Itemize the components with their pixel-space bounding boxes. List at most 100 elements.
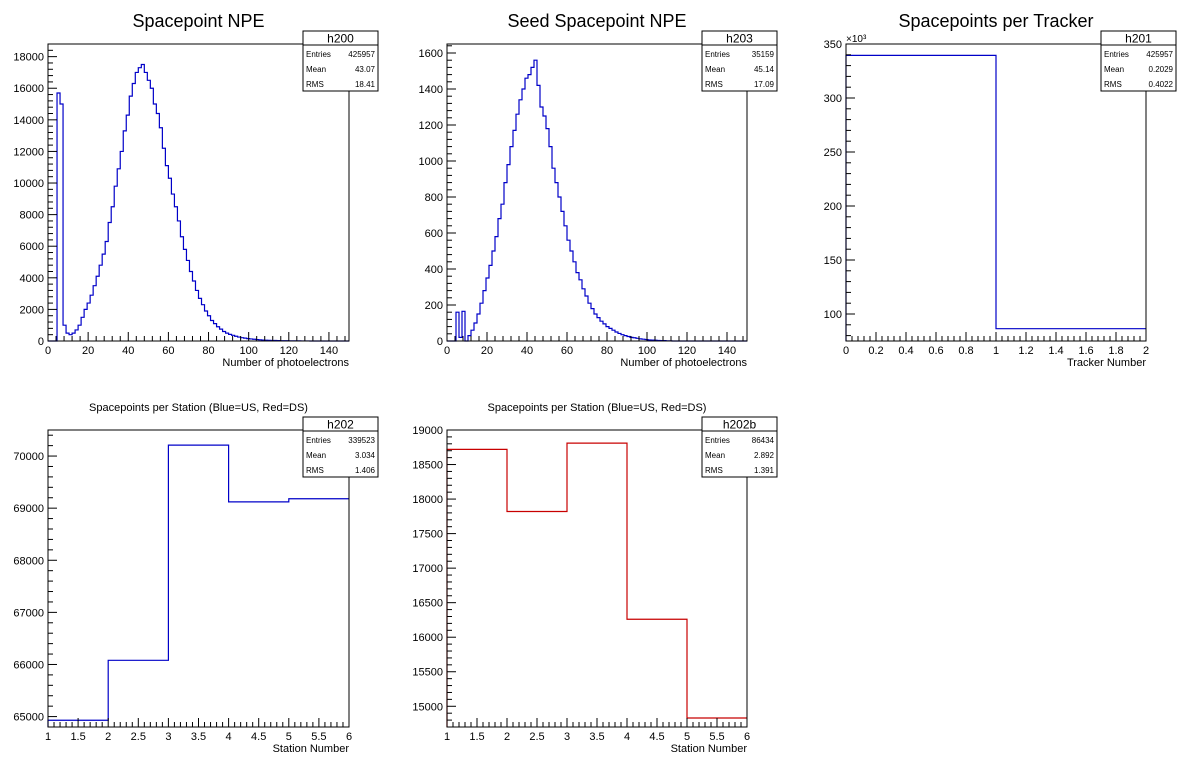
x-tick-label: 4 — [624, 731, 630, 743]
stats-row-label: Entries — [1104, 50, 1129, 59]
x-tick-label: 1.5 — [70, 731, 85, 743]
x-axis-title: Station Number — [671, 743, 748, 755]
y-tick-label: 15500 — [412, 667, 443, 679]
x-tick-label: 20 — [82, 345, 94, 357]
stats-box-name: h203 — [726, 32, 753, 46]
x-tick-label: 5.5 — [709, 731, 724, 743]
stats-box: h200 Entries 425957 Mean 43.07 RMS 18.41 — [302, 30, 379, 92]
y-tick-label: 100 — [824, 309, 842, 321]
stats-row-value: 45.14 — [754, 65, 775, 74]
stats-row-value: 1.391 — [754, 466, 775, 475]
stats-box-frame — [302, 416, 379, 478]
chart-title: Spacepoints per Station (Blue=US, Red=DS… — [488, 402, 707, 414]
x-tick-label: 0 — [843, 345, 849, 357]
stats-box-name: h200 — [327, 32, 354, 46]
stats-box: h202b Entries 86434 Mean 2.892 RMS 1.391 — [701, 416, 778, 478]
x-tick-label: 3 — [165, 731, 171, 743]
x-tick-label: 4 — [226, 731, 232, 743]
stats-row-value: 1.406 — [355, 466, 376, 475]
stats-row-value: 0.2029 — [1149, 65, 1174, 74]
y-tick-label: 66000 — [13, 659, 44, 671]
histogram-line — [447, 59, 747, 342]
stats-box-frame — [701, 416, 778, 478]
y-tick-label: 6000 — [20, 241, 44, 253]
stats-row-label: Mean — [705, 65, 725, 74]
stats-row-label: Entries — [306, 50, 331, 59]
x-axis-title: Number of photoelectrons — [222, 357, 349, 369]
stats-row-label: RMS — [306, 80, 324, 89]
histogram-line — [47, 444, 349, 727]
x-tick-label: 2.5 — [131, 731, 146, 743]
stats-row-value: 35159 — [752, 50, 775, 59]
y-tick-label: 17500 — [412, 529, 443, 541]
x-tick-label: 1.6 — [1078, 345, 1093, 357]
stats-box: h201 Entries 425957 Mean 0.2029 RMS 0.4022 — [1100, 30, 1177, 92]
stats-row-value: 2.892 — [754, 451, 775, 460]
x-tick-label: 0.2 — [868, 345, 883, 357]
x-tick-label: 2 — [1143, 345, 1149, 357]
stats-row-label: Mean — [306, 451, 326, 460]
y-tick-label: 67000 — [13, 607, 44, 619]
y-tick-label: 14000 — [13, 115, 44, 127]
x-tick-label: 1 — [993, 345, 999, 357]
y-tick-label: 250 — [824, 147, 842, 159]
y-tick-label: 18000 — [412, 494, 443, 506]
y-tick-label: 8000 — [20, 210, 44, 222]
stats-row-label: RMS — [306, 466, 324, 475]
y-tick-label: 19000 — [412, 425, 443, 437]
stats-box-name: h202 — [327, 418, 354, 432]
stats-row-value: 425957 — [348, 50, 375, 59]
x-tick-label: 1 — [45, 731, 51, 743]
histogram-line — [48, 63, 349, 342]
stats-box-name: h201 — [1125, 32, 1152, 46]
stats-box-frame — [701, 30, 778, 92]
stats-row-label: Entries — [306, 436, 331, 445]
y-tick-label: 69000 — [13, 503, 44, 515]
x-tick-label: 0 — [444, 345, 450, 357]
stats-row-value: 3.034 — [355, 451, 376, 460]
x-tick-label: 0.8 — [958, 345, 973, 357]
stats-row-value: 17.09 — [754, 80, 775, 89]
y-tick-label: 800 — [425, 192, 443, 204]
x-tick-label: 1.8 — [1108, 345, 1123, 357]
y-tick-label: 15000 — [412, 701, 443, 713]
y-tick-label: 16000 — [13, 83, 44, 95]
stats-box: h203 Entries 35159 Mean 45.14 RMS 17.09 — [701, 30, 778, 92]
x-axis-title: Tracker Number — [1067, 357, 1146, 369]
y-tick-label: 18500 — [412, 460, 443, 472]
x-tick-label: 120 — [280, 345, 298, 357]
y-exponent-label: ×10³ — [846, 34, 867, 45]
y-tick-label: 65000 — [13, 712, 44, 724]
y-tick-label: 1200 — [419, 120, 443, 132]
y-tick-label: 10000 — [13, 178, 44, 190]
x-tick-label: 0.6 — [928, 345, 943, 357]
x-tick-label: 140 — [320, 345, 338, 357]
x-tick-label: 60 — [561, 345, 573, 357]
y-tick-label: 16000 — [412, 632, 443, 644]
chart-title: Spacepoints per Tracker — [898, 11, 1093, 31]
y-tick-label: 600 — [425, 228, 443, 240]
histogram-line — [845, 54, 1146, 341]
x-tick-label: 3.5 — [191, 731, 206, 743]
x-tick-label: 0.4 — [898, 345, 913, 357]
stats-row-value: 425957 — [1146, 50, 1173, 59]
y-tick-label: 2000 — [20, 304, 44, 316]
y-tick-label: 18000 — [13, 52, 44, 64]
y-tick-label: 1600 — [419, 48, 443, 60]
plot-frame — [47, 43, 350, 342]
stats-row-value: 18.41 — [355, 80, 376, 89]
x-tick-label: 6 — [346, 731, 352, 743]
x-tick-label: 140 — [718, 345, 736, 357]
y-tick-label: 150 — [824, 255, 842, 267]
x-tick-label: 6 — [744, 731, 750, 743]
y-tick-label: 70000 — [13, 451, 44, 463]
x-tick-label: 60 — [162, 345, 174, 357]
y-tick-label: 400 — [425, 264, 443, 276]
x-tick-label: 100 — [239, 345, 257, 357]
y-tick-label: 68000 — [13, 555, 44, 567]
x-tick-label: 1.4 — [1048, 345, 1063, 357]
stats-row-label: Mean — [306, 65, 326, 74]
x-tick-label: 20 — [481, 345, 493, 357]
x-tick-label: 2 — [504, 731, 510, 743]
